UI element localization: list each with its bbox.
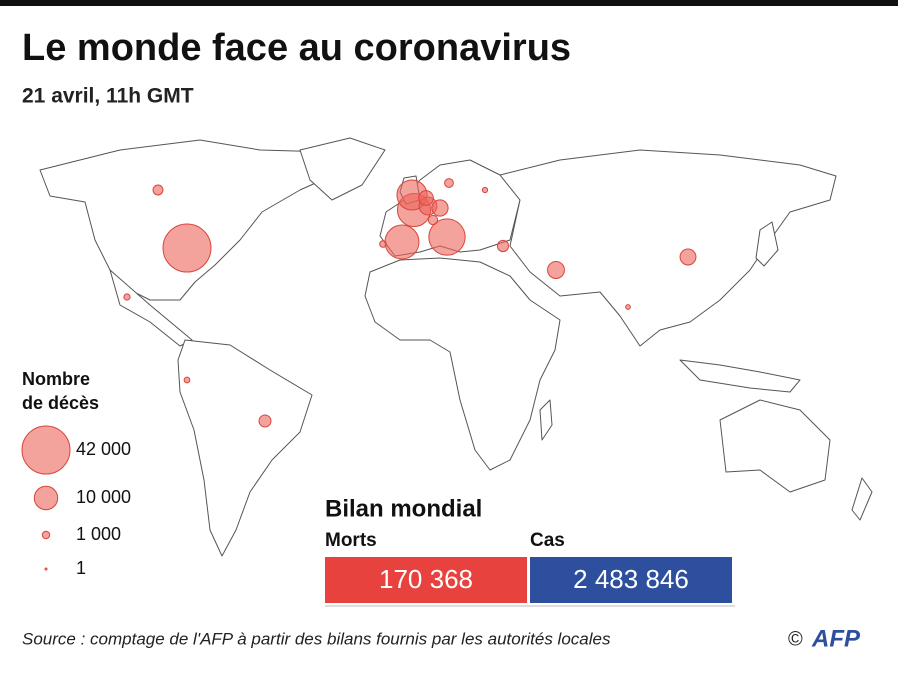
north-america bbox=[39, 139, 341, 301]
japan bbox=[755, 221, 779, 267]
bubble bbox=[496, 239, 510, 253]
summary-name: Morts bbox=[325, 530, 377, 551]
legend: 42 000 10 000 1 000 1 bbox=[21, 425, 131, 578]
asia bbox=[499, 149, 837, 347]
legend-label: 1 000 bbox=[76, 524, 121, 544]
copyright: © bbox=[788, 628, 803, 650]
legend-circle bbox=[33, 485, 59, 511]
title: Le monde face au coronavirus bbox=[22, 27, 571, 69]
bubble bbox=[431, 199, 449, 217]
bubble-layer bbox=[123, 178, 697, 428]
bubble bbox=[123, 293, 131, 301]
madagascar bbox=[539, 399, 553, 441]
greenland bbox=[299, 137, 386, 201]
afp-logo: AFP bbox=[811, 625, 861, 652]
bubble bbox=[418, 190, 434, 206]
summary-name: Cas bbox=[530, 530, 565, 551]
legend-label: 42 000 bbox=[76, 439, 131, 459]
bubble bbox=[679, 248, 697, 266]
bubble bbox=[152, 184, 164, 196]
legend-label: 10 000 bbox=[76, 487, 131, 507]
summary-title: Bilan mondial bbox=[325, 495, 482, 522]
legend-label: 1 bbox=[76, 558, 86, 578]
bubble bbox=[258, 414, 272, 428]
legend-title: Nombre bbox=[22, 369, 90, 389]
summary-value: 170 368 bbox=[379, 564, 473, 594]
summary-box bbox=[530, 557, 732, 603]
indonesia bbox=[679, 359, 801, 393]
bubble bbox=[183, 376, 191, 384]
bubble bbox=[428, 218, 466, 256]
summary-box bbox=[325, 557, 527, 603]
bubble bbox=[427, 214, 439, 226]
south-america bbox=[177, 339, 313, 557]
bubble bbox=[379, 240, 387, 248]
legend-circle bbox=[21, 425, 71, 475]
bubble bbox=[384, 224, 420, 260]
source: Source : comptage de l'AFP à partir des … bbox=[22, 629, 611, 648]
bubble bbox=[162, 223, 212, 273]
world-map bbox=[39, 137, 873, 557]
new-zealand bbox=[851, 477, 873, 521]
bubble bbox=[444, 178, 454, 188]
bubble bbox=[481, 186, 489, 194]
bubble bbox=[547, 261, 565, 279]
top-bar bbox=[0, 0, 898, 6]
legend-circle bbox=[41, 530, 51, 540]
legend-title: de décès bbox=[22, 393, 99, 413]
subtitle: 21 avril, 11h GMT bbox=[22, 85, 194, 108]
summary-value: 2 483 846 bbox=[573, 564, 689, 594]
australia bbox=[719, 399, 831, 493]
africa bbox=[364, 257, 561, 471]
legend-circle bbox=[44, 567, 48, 571]
bubble bbox=[625, 304, 631, 310]
